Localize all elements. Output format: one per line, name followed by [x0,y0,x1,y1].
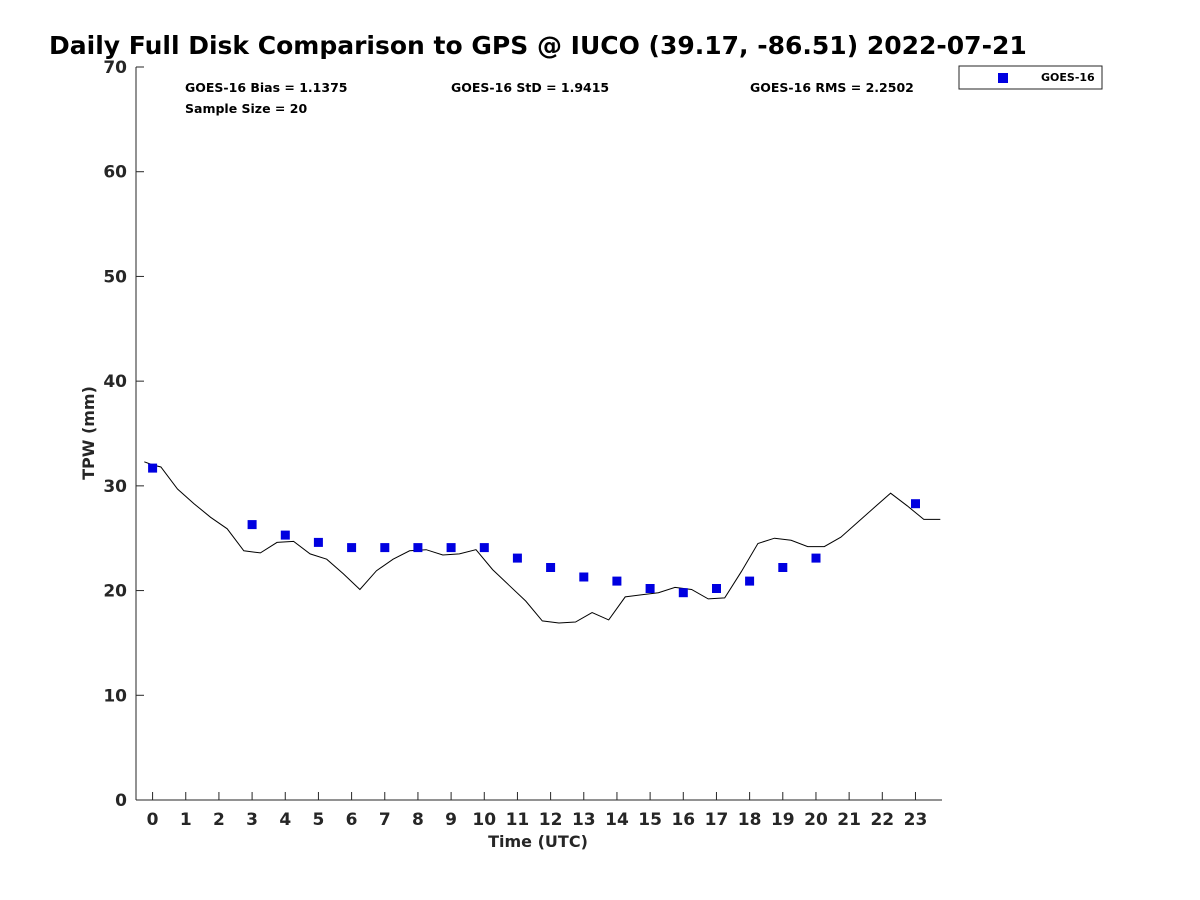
x-ticks: 0 1 2 3 4 5 6 7 8 9 10 11 12 13 14 15 16 17 18 19 20 21 22 23 [147,792,928,830]
y-axis-label: TPW (mm) [79,386,98,480]
goes16-point [347,543,357,553]
goes16-point [645,584,655,593]
gps-series-line [144,461,941,624]
x-tick-label: 9 [445,810,457,830]
x-tick-label: 23 [904,810,928,830]
goes16-point [612,576,622,586]
goes16-point [413,543,423,553]
y-ticks: 0 10 20 30 40 50 60 70 [103,58,144,811]
goes16-point [911,499,920,509]
legend-box [958,65,1103,90]
x-tick-label: 5 [313,810,325,830]
goes16-point [579,572,589,582]
legend: GOES-16 [958,65,1103,90]
y-tick-label: 70 [103,58,127,78]
x-tick-label: 6 [346,810,358,830]
x-tick-label: 12 [539,810,563,830]
x-tick-label: 16 [671,810,695,830]
goes16-point [546,563,556,572]
x-tick-label: 1 [180,810,192,830]
bias-stat: GOES-16 Bias = 1.1375 [185,80,347,95]
x-tick-label: 7 [379,810,391,830]
x-axis-label: Time (UTC) [488,832,588,851]
goes16-point [380,543,390,553]
x-tick-label: 2 [213,810,225,830]
plot-area [135,67,942,801]
legend-label: GOES-16 [1041,71,1095,84]
y-tick-label: 10 [103,686,127,706]
x-tick-label: 18 [738,810,762,830]
std-stat: GOES-16 StD = 1.9415 [451,80,609,95]
goes16-point [712,584,721,593]
x-tick-label: 3 [246,810,258,830]
x-tick-label: 17 [705,810,729,830]
x-tick-label: 14 [605,810,629,830]
goes16-point [479,543,489,553]
goes16-series-markers [148,463,920,598]
x-tick-label: 8 [412,810,424,830]
goes16-point [446,543,456,553]
sample-size-stat: Sample Size = 20 [185,101,307,116]
x-tick-label: 20 [804,810,828,830]
goes16-point [280,530,290,540]
y-tick-label: 50 [103,267,127,287]
goes16-point [313,537,323,547]
y-tick-label: 0 [115,791,127,811]
goes16-point [678,588,688,598]
y-tick-label: 60 [103,163,127,183]
goes16-point [811,553,821,563]
chart-title: Daily Full Disk Comparison to GPS @ IUCO… [49,31,1027,60]
goes16-point [778,563,788,572]
x-tick-label: 10 [472,810,496,830]
rms-stat: GOES-16 RMS = 2.2502 [750,80,914,95]
x-tick-label: 19 [771,810,795,830]
goes16-point [745,576,755,586]
x-tick-label: 13 [572,810,596,830]
y-tick-label: 40 [103,372,127,392]
goes16-point [247,520,257,530]
x-tick-label: 4 [279,810,291,830]
legend-marker [998,73,1008,83]
goes16-point [148,463,158,473]
x-tick-label: 0 [147,810,159,830]
x-tick-label: 22 [870,810,894,830]
x-tick-label: 21 [837,810,861,830]
y-tick-label: 30 [103,477,127,497]
gps-line [144,461,941,624]
y-tick-label: 20 [103,582,127,602]
goes16-point [512,553,522,563]
x-tick-label: 15 [638,810,662,830]
x-tick-label: 11 [506,810,530,830]
